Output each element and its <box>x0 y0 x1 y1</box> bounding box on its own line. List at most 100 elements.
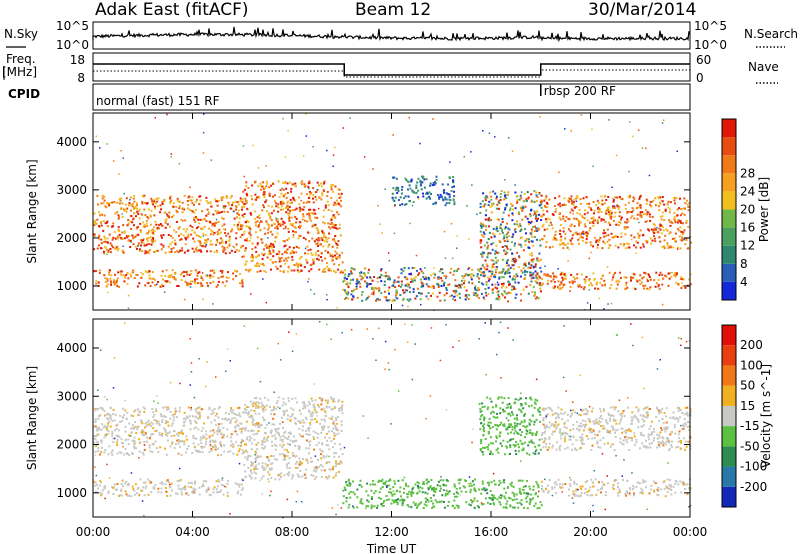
power-cell <box>226 246 229 249</box>
power-cell <box>364 275 367 278</box>
power-cell <box>445 192 448 195</box>
power-cell <box>341 251 344 254</box>
velocity-cell <box>213 408 216 410</box>
power-cell <box>538 239 541 242</box>
power-cell <box>494 256 497 259</box>
power-cell <box>484 196 487 199</box>
power-cell <box>484 268 487 271</box>
power-cell <box>371 286 373 289</box>
power-cell <box>529 213 532 216</box>
power-noise-cell <box>170 156 172 158</box>
power-cell <box>289 252 292 255</box>
power-noise-cell <box>393 232 396 235</box>
power-cell <box>109 277 112 280</box>
power-cell <box>95 280 98 283</box>
power-cell <box>320 182 322 185</box>
velocity-cell <box>163 427 166 430</box>
power-cell <box>144 244 147 247</box>
power-cell <box>549 274 552 277</box>
power-cell <box>157 281 160 283</box>
power-cell <box>643 287 645 290</box>
power-cell <box>434 182 437 185</box>
velocity-cell <box>253 466 256 469</box>
power-cell <box>386 278 389 281</box>
power-cell <box>564 243 567 246</box>
power-cell <box>179 249 182 252</box>
velocity-cell <box>303 404 306 407</box>
power-cell <box>439 299 442 302</box>
power-cell <box>534 225 536 228</box>
velocity-cell <box>298 420 301 423</box>
power-cell <box>174 243 177 246</box>
velocity-cell <box>214 414 217 417</box>
power-cell <box>444 198 447 201</box>
velocity-cell <box>280 416 283 419</box>
power-cell <box>589 207 592 210</box>
power-noise-cell <box>326 149 328 152</box>
power-cell <box>410 178 413 181</box>
power-cell <box>164 280 167 283</box>
velocity-cell <box>320 449 323 452</box>
velocity-cell <box>272 409 275 411</box>
power-cell <box>318 196 321 198</box>
power-noise-cell <box>342 127 344 129</box>
power-cell <box>633 244 635 247</box>
power-cell <box>376 277 379 280</box>
power-cell <box>500 283 503 286</box>
power-cell <box>565 216 568 218</box>
power-cell <box>502 270 505 273</box>
power-cell <box>552 272 555 275</box>
power-noise-cell <box>183 298 186 301</box>
velocity-cell <box>220 422 223 425</box>
power-cell <box>658 227 661 230</box>
velocity-cell <box>159 446 162 449</box>
velocity-cell <box>168 481 170 483</box>
power-cell <box>480 292 483 295</box>
velocity-cell <box>252 430 255 432</box>
power-cell <box>420 270 423 273</box>
power-cell <box>535 274 537 277</box>
velocity-cell <box>182 432 184 435</box>
power-cell <box>431 285 434 287</box>
velocity-cell <box>424 497 427 500</box>
power-cell <box>307 197 310 199</box>
velocity-cell <box>151 443 154 446</box>
power-cell <box>308 270 311 273</box>
power-cell <box>155 197 158 200</box>
power-cell <box>629 276 632 279</box>
power-cell <box>619 271 622 274</box>
velocity-cell <box>432 494 435 497</box>
velocity-cell <box>295 460 298 463</box>
velocity-cell <box>217 479 220 481</box>
power-cell <box>173 277 176 280</box>
power-cell <box>388 276 391 279</box>
velocity-cell <box>111 449 114 452</box>
power-cell <box>251 255 254 258</box>
power-cell <box>640 216 643 218</box>
velocity-cell <box>313 406 316 409</box>
velocity-cell <box>338 407 340 410</box>
power-cell <box>98 234 101 237</box>
velocity-cell <box>108 420 111 423</box>
power-cell <box>529 232 532 235</box>
power-noise-cell <box>452 298 454 300</box>
velocity-cell <box>120 483 123 485</box>
power-cell <box>96 194 99 197</box>
velocity-cell <box>316 436 319 439</box>
velocity-cell <box>248 439 251 441</box>
power-cell <box>116 237 119 240</box>
power-cell <box>440 268 443 271</box>
power-noise-cell <box>570 130 572 132</box>
velocity-cell <box>292 475 295 478</box>
power-cell <box>220 197 223 200</box>
power-cell <box>287 214 290 217</box>
velocity-cell <box>204 443 207 446</box>
power-cell <box>200 250 203 253</box>
power-cell <box>461 283 464 286</box>
power-cell <box>416 287 419 290</box>
velocity-cell <box>281 404 284 407</box>
power-cell <box>181 201 184 204</box>
velocity-cell <box>99 406 102 409</box>
velocity-cell <box>152 416 155 419</box>
power-cell <box>192 237 195 240</box>
